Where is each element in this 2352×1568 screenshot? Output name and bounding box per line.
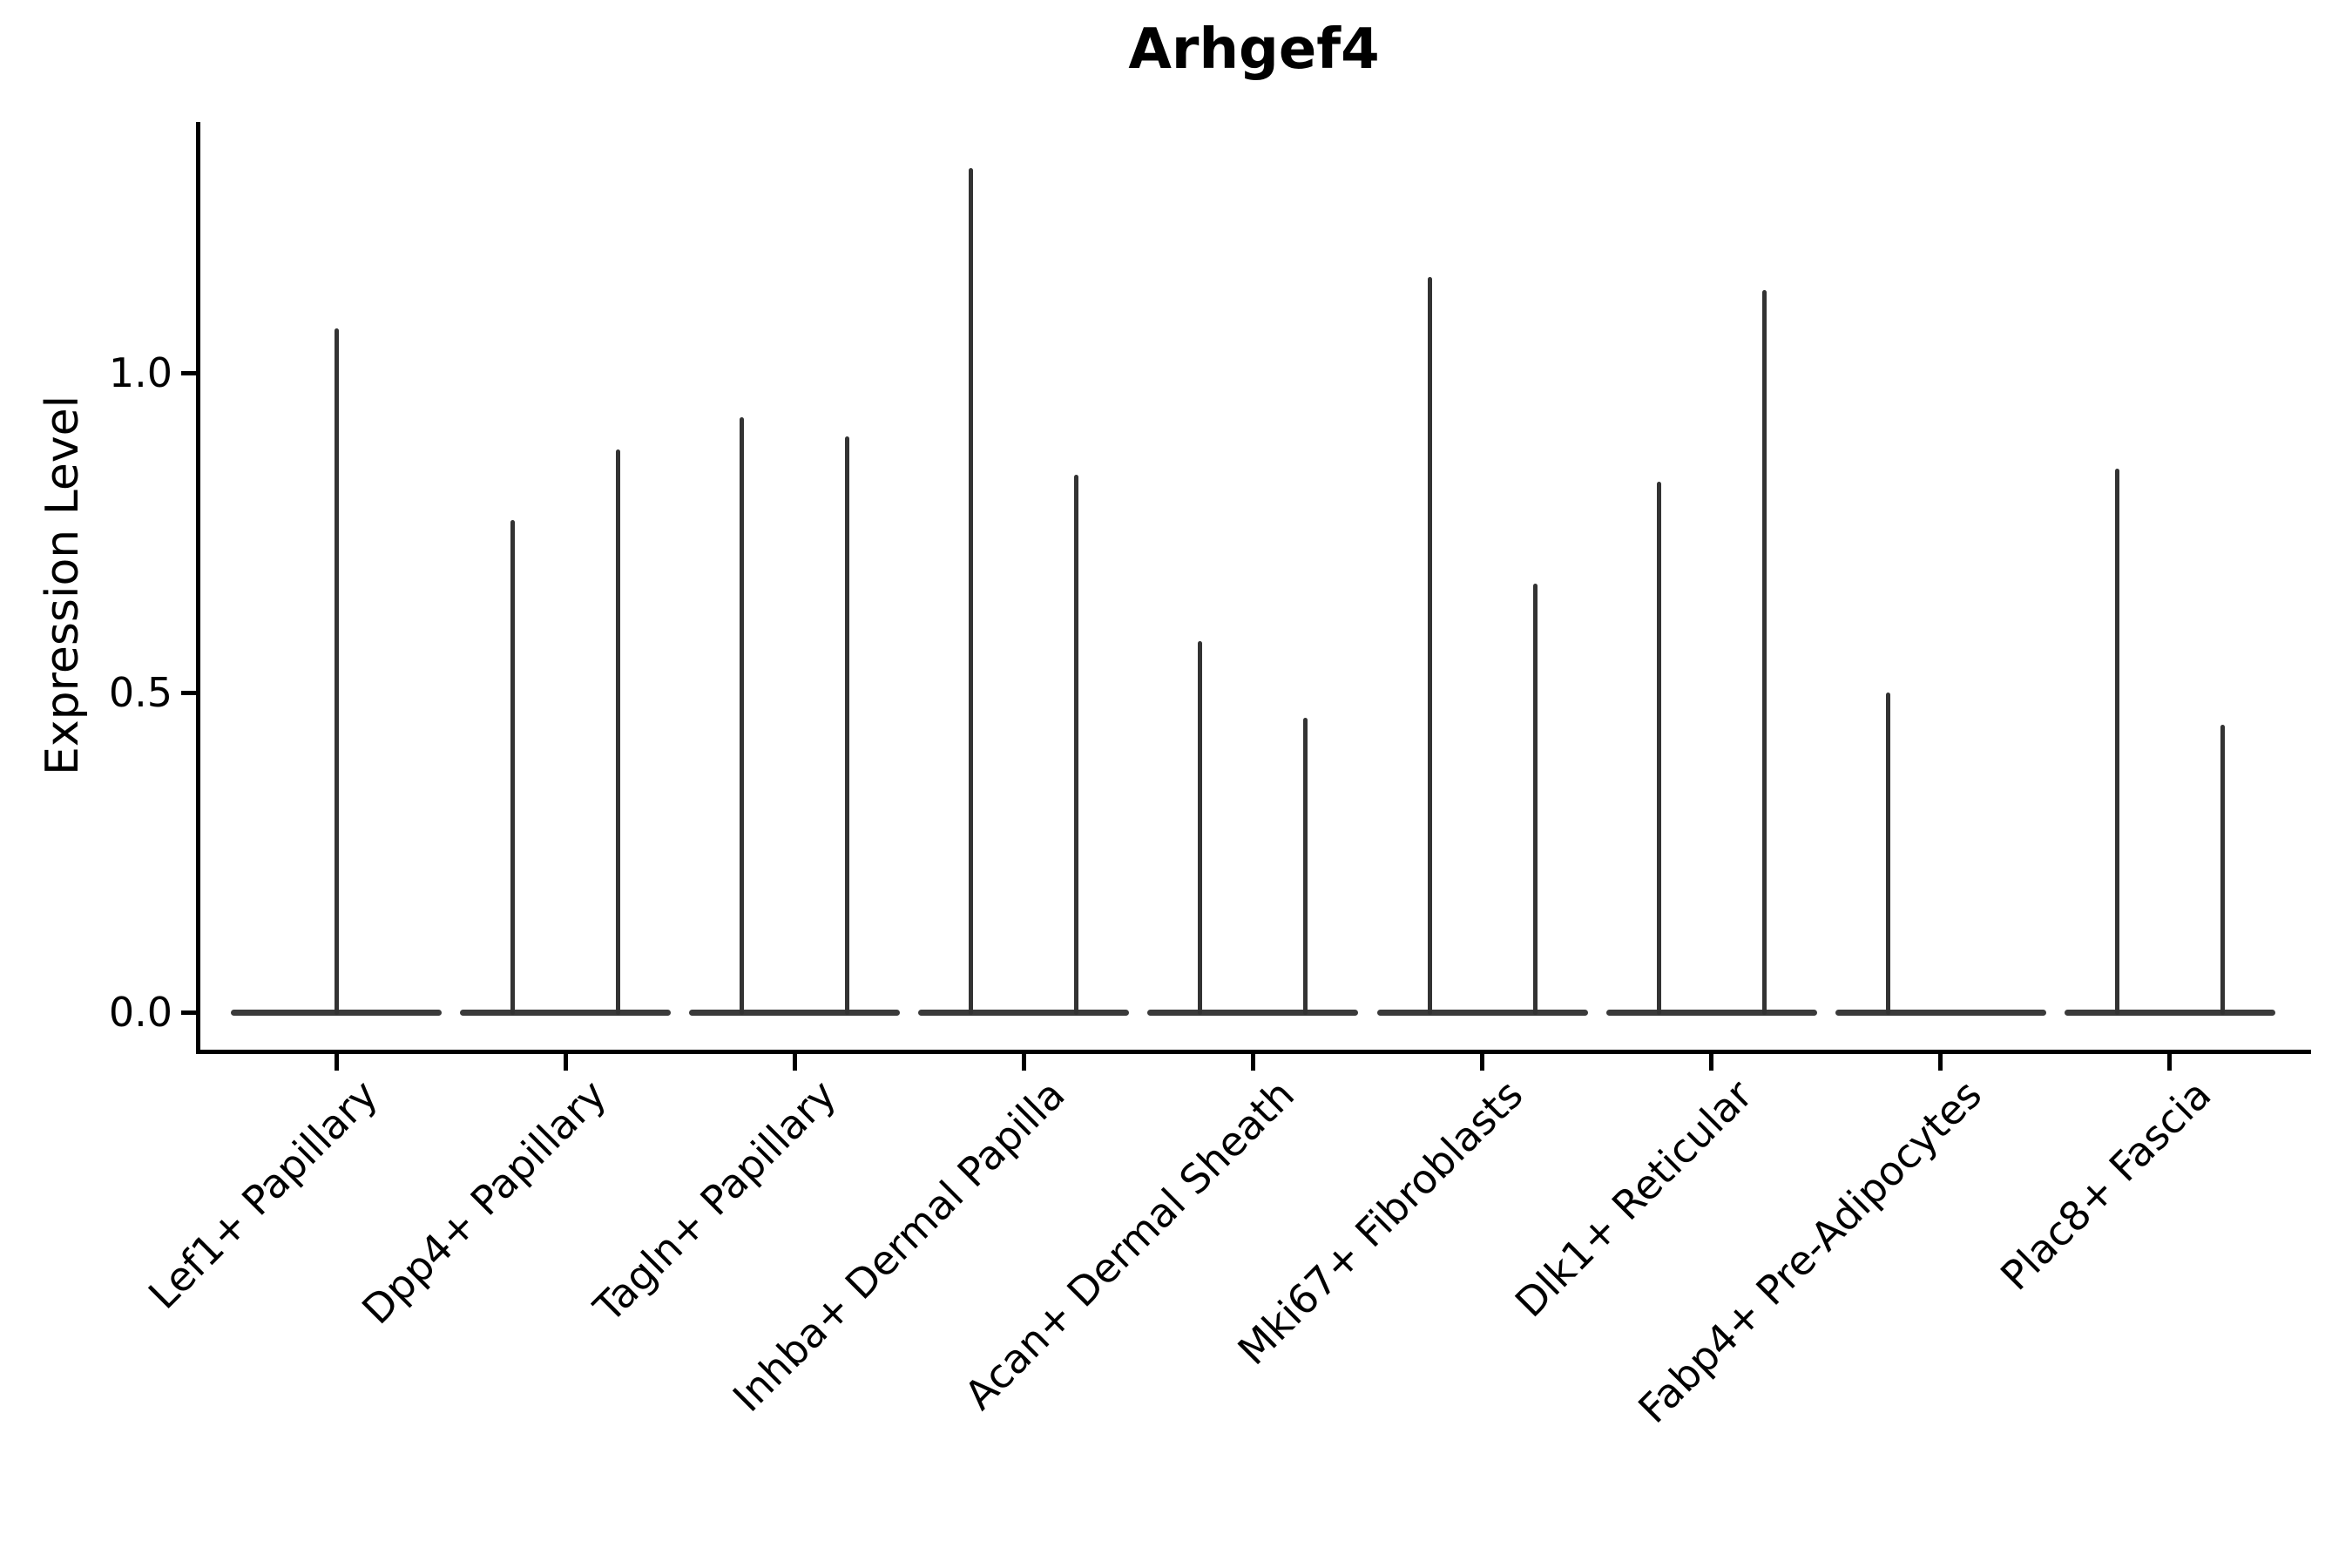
y-axis-label: Expression Level: [37, 395, 89, 776]
x-tick-label: Tagln+ Papillary: [584, 1071, 845, 1332]
x-tick: [1250, 1050, 1255, 1071]
y-tick-label: 0.5: [108, 669, 172, 716]
y-tick: [181, 691, 198, 695]
violin-spike: [1303, 718, 1308, 1015]
x-tick: [1938, 1050, 1943, 1071]
violin-baseline: [1147, 1009, 1359, 1016]
violin-spike: [1885, 693, 1890, 1015]
violin-spike: [616, 449, 621, 1015]
x-tick: [563, 1050, 568, 1071]
violin-spike: [334, 328, 339, 1015]
x-tick-label: Lef1+ Papillary: [139, 1071, 387, 1319]
x-tick: [334, 1050, 339, 1071]
x-tick-label: Plac8+ Fascia: [1990, 1071, 2220, 1300]
y-tick: [181, 1010, 198, 1015]
violin-spike: [1656, 481, 1661, 1015]
x-tick: [1709, 1050, 1714, 1071]
violin-spike: [1198, 641, 1203, 1015]
violin-spike: [1074, 475, 1079, 1015]
violin-spike: [2114, 469, 2119, 1015]
y-tick-label: 1.0: [108, 349, 172, 396]
violin-baseline: [1835, 1009, 2046, 1016]
chart-title: Arhgef4: [1128, 17, 1380, 82]
x-tick-label: Dlk1+ Reticular: [1505, 1071, 1761, 1327]
violin-spike: [510, 519, 516, 1015]
violin-spike: [845, 436, 850, 1015]
x-tick: [1021, 1050, 1026, 1071]
y-tick-label: 0.0: [108, 989, 172, 1036]
violin-spike: [740, 417, 745, 1015]
x-tick: [1480, 1050, 1484, 1071]
violin-baseline: [689, 1009, 901, 1016]
x-tick: [2167, 1050, 2173, 1071]
violin-spike: [1761, 289, 1767, 1015]
violin-spike: [969, 168, 974, 1015]
violin-spike: [1532, 584, 1538, 1015]
violin-spike: [2220, 724, 2225, 1015]
x-tick: [792, 1050, 797, 1071]
violin-baseline: [2064, 1009, 2275, 1016]
violin-baseline: [460, 1009, 672, 1016]
violin-baseline: [1605, 1009, 1817, 1016]
violin-baseline: [1376, 1009, 1588, 1016]
y-tick: [181, 371, 198, 375]
violin-baseline: [918, 1009, 1130, 1016]
violin-spike: [1427, 276, 1432, 1015]
y-axis-line: [196, 122, 200, 1054]
x-tick-label: Dpp4+ Papillary: [353, 1071, 616, 1334]
